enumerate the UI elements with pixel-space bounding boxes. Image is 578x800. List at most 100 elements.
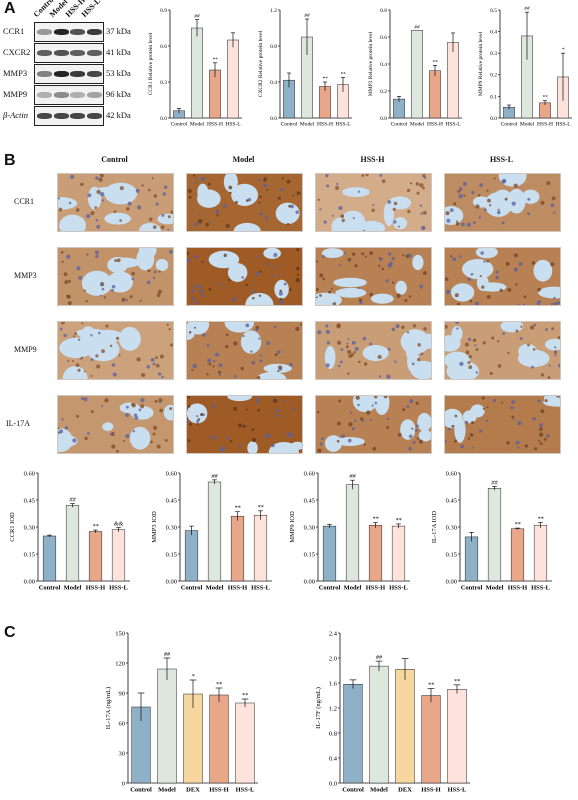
x-tick-label: DEX: [398, 787, 412, 794]
cell-nucleus: [495, 275, 500, 280]
cell-nucleus: [467, 437, 471, 440]
alveolar-space: [417, 412, 431, 432]
alveolar-space: [155, 258, 169, 272]
cell-nucleus: [155, 363, 160, 368]
cell-nucleus: [64, 280, 69, 285]
cell-nucleus: [296, 248, 300, 252]
cell-nucleus: [529, 325, 535, 330]
cell-nucleus: [487, 198, 491, 203]
cell-nucleus: [397, 432, 402, 437]
cell-nucleus: [554, 350, 557, 353]
x-tick-label: HSS-L: [445, 122, 461, 128]
cell-nucleus: [492, 398, 497, 403]
cell-nucleus: [116, 258, 121, 263]
cell-nucleus: [81, 322, 84, 325]
cell-nucleus: [256, 397, 260, 402]
cell-nucleus: [109, 344, 113, 348]
cell-nucleus: [406, 188, 411, 193]
x-tick-label: Model: [64, 585, 82, 592]
ihc-tissue-image: [186, 395, 303, 454]
alveolar-space: [403, 330, 421, 352]
cell-nucleus: [460, 444, 465, 449]
cell-nucleus: [472, 446, 475, 449]
cell-nucleus: [188, 195, 192, 199]
bar: [207, 481, 222, 582]
cell-nucleus: [168, 327, 171, 331]
cell-nucleus: [357, 403, 360, 407]
cell-nucleus: [393, 220, 397, 224]
blot-protein-label: CCR1: [3, 26, 25, 36]
ihc-tissue-image: [315, 247, 432, 306]
cell-nucleus: [478, 429, 483, 433]
alveolar-space: [507, 188, 526, 214]
y-tick-label: 0.45: [166, 497, 177, 504]
cell-nucleus: [234, 200, 238, 204]
y-tick-label: 0.3: [490, 51, 497, 57]
cell-nucleus: [114, 259, 118, 263]
x-tick-label: HSS-H: [209, 787, 229, 794]
cell-nucleus: [363, 443, 366, 446]
cell-nucleus: [465, 350, 470, 355]
cell-nucleus: [138, 408, 142, 412]
cell-nucleus: [361, 419, 365, 422]
cell-nucleus: [66, 294, 70, 299]
alveolar-space: [110, 257, 140, 268]
cell-nucleus: [350, 353, 354, 357]
x-tick-label: Model: [370, 787, 388, 794]
cell-nucleus: [397, 225, 400, 228]
cell-nucleus: [407, 209, 411, 214]
cell-nucleus: [354, 264, 358, 268]
cell-nucleus: [358, 360, 361, 364]
cell-nucleus: [348, 422, 353, 427]
cell-nucleus: [361, 252, 365, 256]
cell-nucleus: [539, 427, 543, 432]
y-tick-label: 0.15: [166, 551, 177, 558]
cell-nucleus: [419, 204, 423, 207]
bar-chart: 0.0 0.2 0.4 0.6 0.8 MMP3 Relative protein lev…: [368, 8, 462, 128]
tissue-texture: [60, 248, 173, 305]
cell-nucleus: [76, 414, 80, 418]
cell-nucleus: [187, 188, 192, 194]
y-tick-label: 150: [115, 630, 125, 637]
cell-nucleus: [280, 187, 284, 191]
cell-nucleus: [411, 427, 414, 430]
ihc-tissue-image: [186, 321, 303, 380]
cell-nucleus: [131, 271, 135, 276]
cell-nucleus: [259, 212, 263, 216]
cell-nucleus: [340, 360, 343, 364]
cell-nucleus: [448, 427, 451, 431]
y-tick-label: 0.0: [160, 116, 167, 122]
cell-nucleus: [474, 344, 477, 347]
cell-nucleus: [252, 290, 256, 293]
cell-nucleus: [286, 432, 291, 436]
alveolar-space: [518, 343, 538, 360]
x-tick-label: Model: [410, 122, 425, 128]
cell-nucleus: [251, 360, 256, 365]
cell-nucleus: [96, 364, 101, 369]
cell-nucleus: [187, 251, 190, 256]
panel-a-charts: 0.0 0.3 0.6 0.9 CCR1 Relative protein level C…: [148, 6, 572, 128]
cell-nucleus: [250, 350, 253, 353]
cell-nucleus: [245, 283, 249, 287]
blot-band: [86, 113, 102, 119]
y-tick-label: 0.15: [304, 551, 315, 558]
alveolar-space: [533, 259, 553, 282]
y-axis-label: MMP9 Relative protein level: [478, 31, 484, 96]
cell-nucleus: [194, 254, 198, 259]
x-tick-label: Control: [319, 585, 341, 592]
cell-nucleus: [338, 399, 342, 403]
alveolar-space: [256, 371, 287, 379]
bar-chart: 0.0 0.4 0.8 1.2 CXCR2 Relative protein level…: [258, 8, 352, 128]
cell-nucleus: [532, 348, 536, 351]
cell-nucleus: [547, 376, 551, 379]
ihc-row-label: IL-17A: [6, 418, 30, 428]
cell-nucleus: [217, 370, 222, 374]
alveolar-space: [521, 189, 540, 204]
bar: [343, 684, 363, 784]
alveolar-space: [395, 280, 407, 295]
cell-nucleus: [477, 194, 481, 197]
cell-nucleus: [372, 203, 375, 207]
cell-nucleus: [369, 292, 374, 297]
cell-nucleus: [282, 400, 285, 403]
y-tick-label: 60: [119, 720, 126, 727]
